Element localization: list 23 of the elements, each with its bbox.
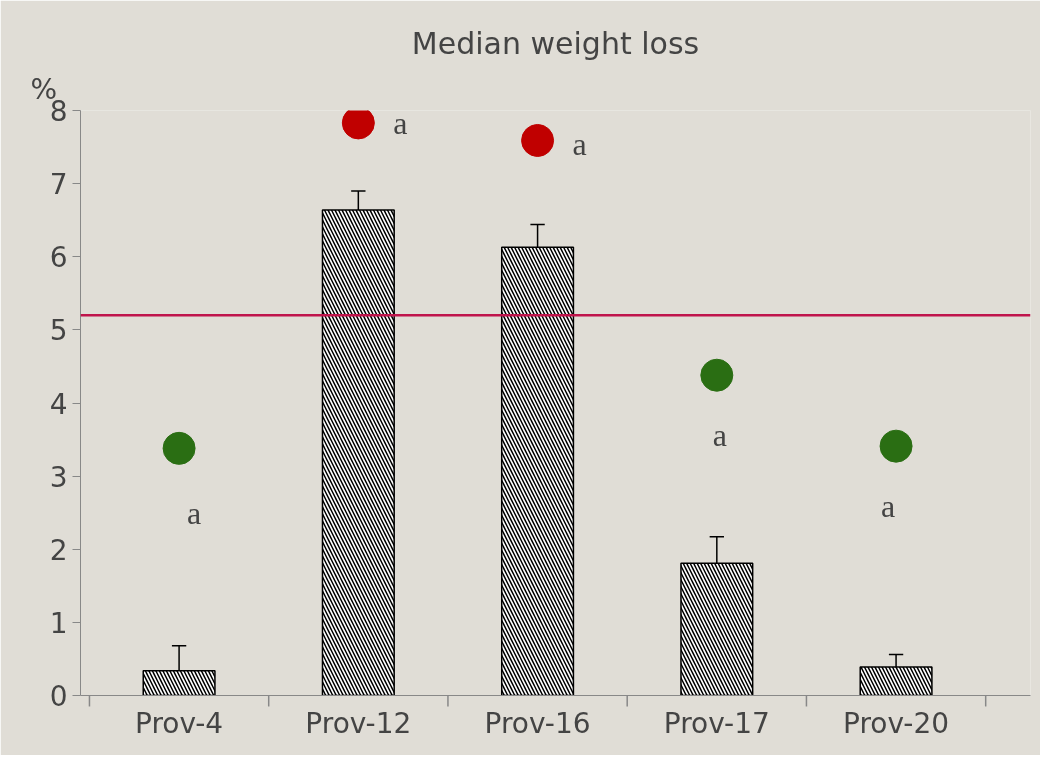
point: [879, 429, 913, 463]
y-tick-label: 2: [49, 533, 68, 567]
y-tick-label: 4: [49, 387, 68, 421]
x-tick-label: Prov-4: [135, 706, 224, 740]
chart-title: Median weight loss: [411, 25, 700, 61]
y-tick-label: 1: [49, 606, 68, 640]
point: [700, 358, 734, 392]
y-tick-label: 3: [49, 460, 68, 494]
x-tick-label: Prov-12: [305, 706, 412, 740]
annotation: a: [712, 417, 727, 454]
point: [162, 431, 196, 465]
annotation: a: [186, 495, 202, 532]
x-tick-label: Prov-16: [484, 706, 591, 740]
x-tick-label: Prov-17: [663, 706, 770, 740]
y-tick-label: 5: [49, 314, 68, 348]
annotation: a: [572, 126, 587, 163]
point: [521, 124, 555, 157]
y-tick-label: 0: [49, 680, 68, 713]
y-tick-label: 7: [49, 168, 68, 202]
annotation: a: [880, 488, 896, 525]
annotation: a: [393, 104, 408, 141]
x-tick-label: Prov-20: [843, 706, 950, 740]
y-tick-label: 6: [49, 241, 68, 275]
